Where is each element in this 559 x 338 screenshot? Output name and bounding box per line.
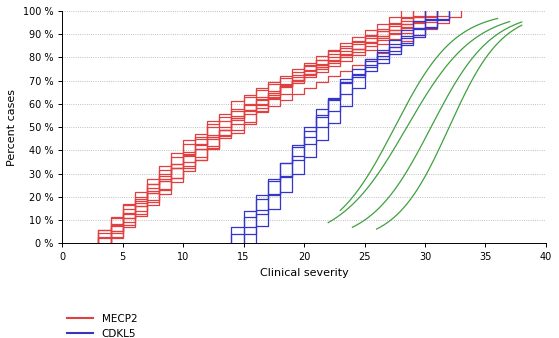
CDKL5 xyxy=(421,17,428,21)
CDKL5 xyxy=(361,59,368,63)
MECP2 xyxy=(119,212,126,216)
FOXG1 xyxy=(325,221,331,225)
MECP2 xyxy=(325,48,331,52)
MECP2 xyxy=(144,192,150,196)
FOXG1 xyxy=(384,158,391,162)
CDKL5 xyxy=(313,125,320,129)
MECP2 xyxy=(421,9,428,13)
MECP2 xyxy=(288,78,295,82)
MECP2 xyxy=(373,29,380,33)
CDKL5 xyxy=(313,134,320,138)
CDKL5 xyxy=(397,34,404,38)
CDKL5 xyxy=(240,233,247,237)
MECP2 xyxy=(397,19,404,23)
CDKL5 xyxy=(240,241,247,245)
Y-axis label: Percent cases: Percent cases xyxy=(7,89,17,166)
MECP2 xyxy=(349,39,356,43)
CDKL5 xyxy=(325,108,331,113)
MECP2 xyxy=(337,44,344,48)
CDKL5 xyxy=(288,158,295,162)
MECP2 xyxy=(228,118,235,122)
MECP2 xyxy=(119,217,126,221)
CDKL5 xyxy=(301,150,307,154)
CDKL5 xyxy=(337,92,344,96)
MECP2 xyxy=(204,138,211,142)
CDKL5 xyxy=(264,192,271,196)
MECP2 xyxy=(264,93,271,97)
Line: CDKL5: CDKL5 xyxy=(244,11,437,243)
MECP2 xyxy=(313,58,320,63)
MECP2 xyxy=(192,142,198,146)
MECP2 xyxy=(107,221,114,225)
MECP2 xyxy=(240,108,247,112)
CDKL5 xyxy=(385,42,392,46)
X-axis label: Clinical severity: Clinical severity xyxy=(260,268,348,278)
MECP2 xyxy=(252,103,259,107)
CDKL5 xyxy=(277,175,283,179)
CDKL5 xyxy=(361,67,368,71)
CDKL5 xyxy=(410,25,416,29)
CDKL5 xyxy=(301,142,307,146)
FOXG1 xyxy=(397,137,404,141)
MECP2 xyxy=(325,53,331,57)
MECP2 xyxy=(131,197,138,201)
MECP2 xyxy=(228,123,235,127)
CDKL5 xyxy=(264,200,271,204)
MECP2 xyxy=(168,162,174,166)
MECP2 xyxy=(301,63,307,67)
MECP2 xyxy=(240,113,247,117)
CDKL5 xyxy=(252,216,259,220)
CDKL5 xyxy=(337,100,344,104)
CDKL5 xyxy=(349,75,356,79)
MECP2 xyxy=(361,34,368,38)
MECP2 xyxy=(119,207,126,211)
Line: FOXG1: FOXG1 xyxy=(328,22,510,223)
MECP2 xyxy=(204,132,211,137)
FOXG1 xyxy=(439,69,446,73)
MECP2 xyxy=(180,157,187,161)
Legend: MECP2, CDKL5, FOXG1: MECP2, CDKL5, FOXG1 xyxy=(68,314,138,338)
MECP2 xyxy=(192,147,198,151)
MECP2 xyxy=(155,172,162,176)
FOXG1 xyxy=(456,50,462,54)
MECP2 xyxy=(95,241,102,245)
MECP2 xyxy=(144,182,150,186)
MECP2 xyxy=(288,73,295,77)
MECP2 xyxy=(277,88,283,92)
MECP2 xyxy=(155,177,162,181)
CDKL5 xyxy=(349,83,356,88)
CDKL5 xyxy=(288,167,295,171)
FOXG1 xyxy=(347,205,353,209)
MECP2 xyxy=(180,152,187,156)
CDKL5 xyxy=(252,208,259,212)
MECP2 xyxy=(131,202,138,206)
MECP2 xyxy=(107,226,114,231)
CDKL5 xyxy=(373,50,380,54)
CDKL5 xyxy=(325,117,331,121)
FOXG1 xyxy=(506,20,513,24)
CDKL5 xyxy=(240,225,247,229)
MECP2 xyxy=(410,14,416,18)
Line: MECP2: MECP2 xyxy=(98,11,425,243)
MECP2 xyxy=(144,187,150,191)
MECP2 xyxy=(385,24,392,28)
MECP2 xyxy=(95,232,102,236)
MECP2 xyxy=(95,236,102,240)
CDKL5 xyxy=(277,183,283,187)
MECP2 xyxy=(277,83,283,87)
MECP2 xyxy=(168,167,174,171)
MECP2 xyxy=(216,128,222,132)
MECP2 xyxy=(301,68,307,72)
FOXG1 xyxy=(457,49,463,53)
CDKL5 xyxy=(434,9,440,13)
MECP2 xyxy=(252,98,259,102)
